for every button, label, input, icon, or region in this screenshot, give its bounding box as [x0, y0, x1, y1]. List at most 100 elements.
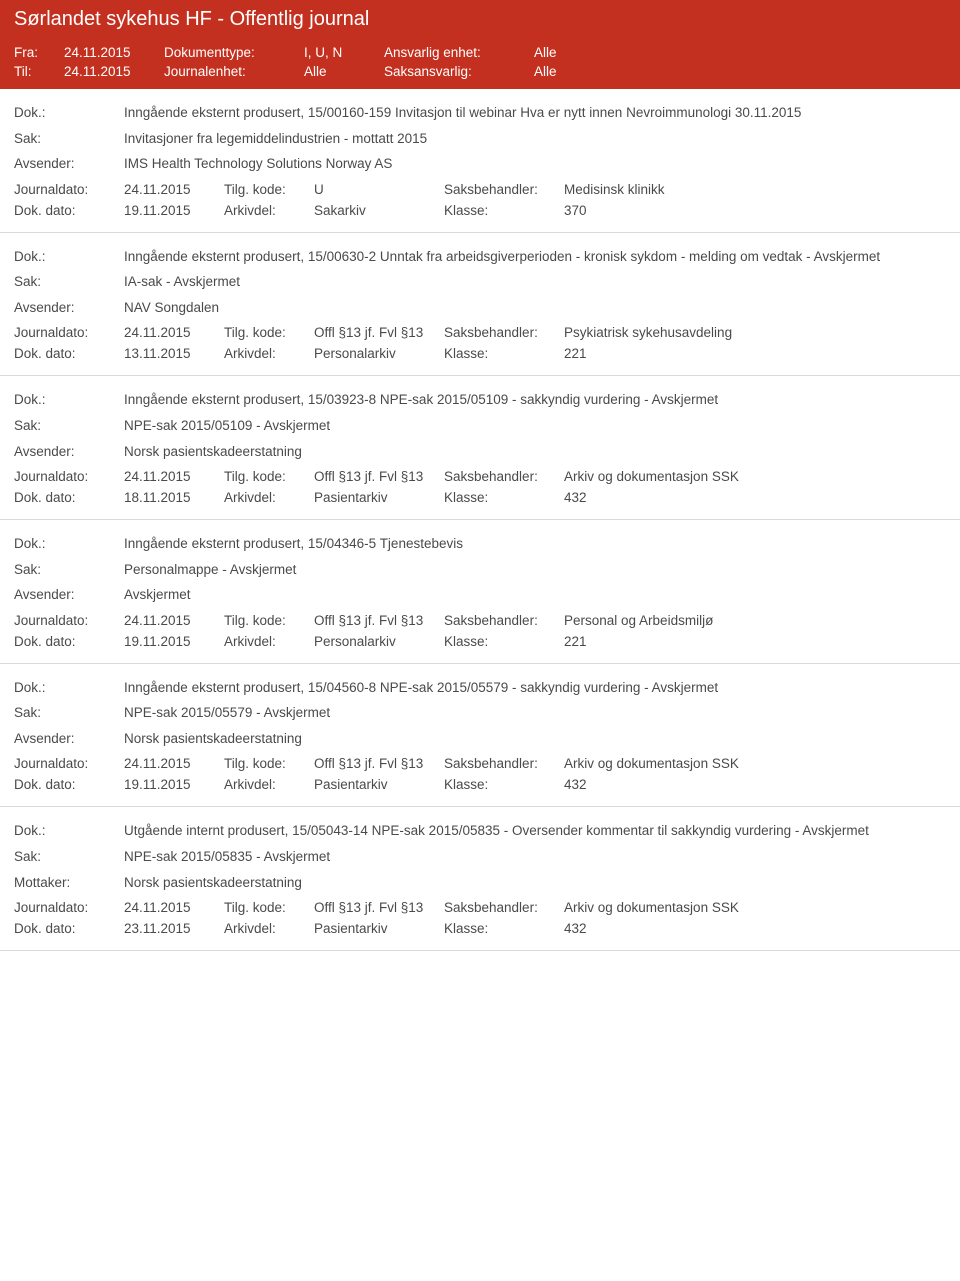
arkivdel-value: Sakarkiv: [314, 203, 444, 218]
klasse-label: Klasse:: [444, 921, 564, 936]
tilgkode-label: Tilg. kode:: [224, 469, 314, 484]
saksbehandler-value: Psykiatrisk sykehusavdeling: [564, 325, 946, 340]
tilgkode-value: Offl §13 jf. Fvl §13: [314, 613, 444, 628]
ansvarlig-value: Alle: [534, 45, 614, 60]
sak-label: Sak:: [14, 560, 124, 580]
party-label: Avsender:: [14, 298, 124, 318]
klasse-value: 370: [564, 203, 946, 218]
party-value: NAV Songdalen: [124, 298, 946, 318]
arkivdel-value: Pasientarkiv: [314, 777, 444, 792]
dok-label: Dok.:: [14, 678, 124, 698]
party-value: Norsk pasientskadeerstatning: [124, 873, 946, 893]
dokdato-value: 19.11.2015: [124, 634, 224, 649]
arkivdel-label: Arkivdel:: [224, 203, 314, 218]
saksbehandler-label: Saksbehandler:: [444, 182, 564, 197]
doktype-value: I, U, N: [304, 45, 384, 60]
dokdato-value: 13.11.2015: [124, 346, 224, 361]
klasse-label: Klasse:: [444, 346, 564, 361]
tilgkode-label: Tilg. kode:: [224, 756, 314, 771]
saksansvarlig-label: Saksansvarlig:: [384, 64, 534, 79]
party-label: Avsender:: [14, 442, 124, 462]
dok-value: Inngående eksternt produsert, 15/04346-5…: [124, 534, 946, 554]
sak-label: Sak:: [14, 129, 124, 149]
dok-label: Dok.:: [14, 534, 124, 554]
saksbehandler-value: Medisinsk klinikk: [564, 182, 946, 197]
dokdato-value: 19.11.2015: [124, 203, 224, 218]
til-label: Til:: [14, 64, 64, 79]
journal-entry: Dok.: Inngående eksternt produsert, 15/0…: [0, 520, 960, 664]
dok-label: Dok.:: [14, 390, 124, 410]
dokdato-value: 19.11.2015: [124, 777, 224, 792]
saksbehandler-value: Arkiv og dokumentasjon SSK: [564, 469, 946, 484]
tilgkode-label: Tilg. kode:: [224, 613, 314, 628]
dok-value: Inngående eksternt produsert, 15/04560-8…: [124, 678, 946, 698]
arkivdel-label: Arkivdel:: [224, 921, 314, 936]
sak-label: Sak:: [14, 416, 124, 436]
saksansvarlig-value: Alle: [534, 64, 614, 79]
dok-value: Utgående internt produsert, 15/05043-14 …: [124, 821, 946, 841]
dok-value: Inngående eksternt produsert, 15/03923-8…: [124, 390, 946, 410]
tilgkode-value: Offl §13 jf. Fvl §13: [314, 756, 444, 771]
saksbehandler-label: Saksbehandler:: [444, 469, 564, 484]
doktype-label: Dokumenttype:: [164, 45, 304, 60]
klasse-label: Klasse:: [444, 777, 564, 792]
arkivdel-value: Pasientarkiv: [314, 921, 444, 936]
klasse-label: Klasse:: [444, 203, 564, 218]
party-label: Mottaker:: [14, 873, 124, 893]
header-meta: Fra: 24.11.2015 Dokumenttype: I, U, N An…: [0, 39, 960, 89]
saksbehandler-label: Saksbehandler:: [444, 325, 564, 340]
sak-label: Sak:: [14, 847, 124, 867]
dok-value: Inngående eksternt produsert, 15/00160-1…: [124, 103, 946, 123]
dokdato-label: Dok. dato:: [14, 634, 124, 649]
arkivdel-label: Arkivdel:: [224, 346, 314, 361]
tilgkode-label: Tilg. kode:: [224, 900, 314, 915]
dok-value: Inngående eksternt produsert, 15/00630-2…: [124, 247, 946, 267]
dokdato-label: Dok. dato:: [14, 921, 124, 936]
saksbehandler-label: Saksbehandler:: [444, 756, 564, 771]
klasse-value: 221: [564, 346, 946, 361]
journaldato-value: 24.11.2015: [124, 900, 224, 915]
journaldato-label: Journaldato:: [14, 900, 124, 915]
journaldato-label: Journaldato:: [14, 613, 124, 628]
saksbehandler-label: Saksbehandler:: [444, 613, 564, 628]
sak-value: NPE-sak 2015/05579 - Avskjermet: [124, 703, 946, 723]
tilgkode-value: Offl §13 jf. Fvl §13: [314, 325, 444, 340]
journal-entry: Dok.: Utgående internt produsert, 15/050…: [0, 807, 960, 951]
tilgkode-value: Offl §13 jf. Fvl §13: [314, 469, 444, 484]
journaldato-label: Journaldato:: [14, 469, 124, 484]
ansvarlig-label: Ansvarlig enhet:: [384, 45, 534, 60]
tilgkode-value: Offl §13 jf. Fvl §13: [314, 900, 444, 915]
dok-label: Dok.:: [14, 247, 124, 267]
arkivdel-label: Arkivdel:: [224, 490, 314, 505]
party-value: Norsk pasientskadeerstatning: [124, 729, 946, 749]
journal-entry: Dok.: Inngående eksternt produsert, 15/0…: [0, 233, 960, 377]
klasse-value: 432: [564, 777, 946, 792]
journal-entry: Dok.: Inngående eksternt produsert, 15/0…: [0, 376, 960, 520]
fra-label: Fra:: [14, 45, 64, 60]
klasse-value: 432: [564, 490, 946, 505]
journal-entry: Dok.: Inngående eksternt produsert, 15/0…: [0, 89, 960, 233]
party-label: Avsender:: [14, 729, 124, 749]
journaldato-label: Journaldato:: [14, 756, 124, 771]
tilgkode-label: Tilg. kode:: [224, 182, 314, 197]
klasse-value: 221: [564, 634, 946, 649]
dokdato-value: 23.11.2015: [124, 921, 224, 936]
sak-label: Sak:: [14, 703, 124, 723]
til-value: 24.11.2015: [64, 64, 164, 79]
arkivdel-value: Personalarkiv: [314, 634, 444, 649]
sak-value: Invitasjoner fra legemiddelindustrien - …: [124, 129, 946, 149]
klasse-value: 432: [564, 921, 946, 936]
dokdato-label: Dok. dato:: [14, 346, 124, 361]
dokdato-label: Dok. dato:: [14, 777, 124, 792]
dokdato-value: 18.11.2015: [124, 490, 224, 505]
journaldato-value: 24.11.2015: [124, 613, 224, 628]
journaldato-label: Journaldato:: [14, 182, 124, 197]
journal-entry: Dok.: Inngående eksternt produsert, 15/0…: [0, 664, 960, 808]
journalenhet-value: Alle: [304, 64, 384, 79]
saksbehandler-value: Personal og Arbeidsmiljø: [564, 613, 946, 628]
sak-value: IA-sak - Avskjermet: [124, 272, 946, 292]
arkivdel-label: Arkivdel:: [224, 634, 314, 649]
party-value: IMS Health Technology Solutions Norway A…: [124, 154, 946, 174]
fra-value: 24.11.2015: [64, 45, 164, 60]
party-value: Avskjermet: [124, 585, 946, 605]
